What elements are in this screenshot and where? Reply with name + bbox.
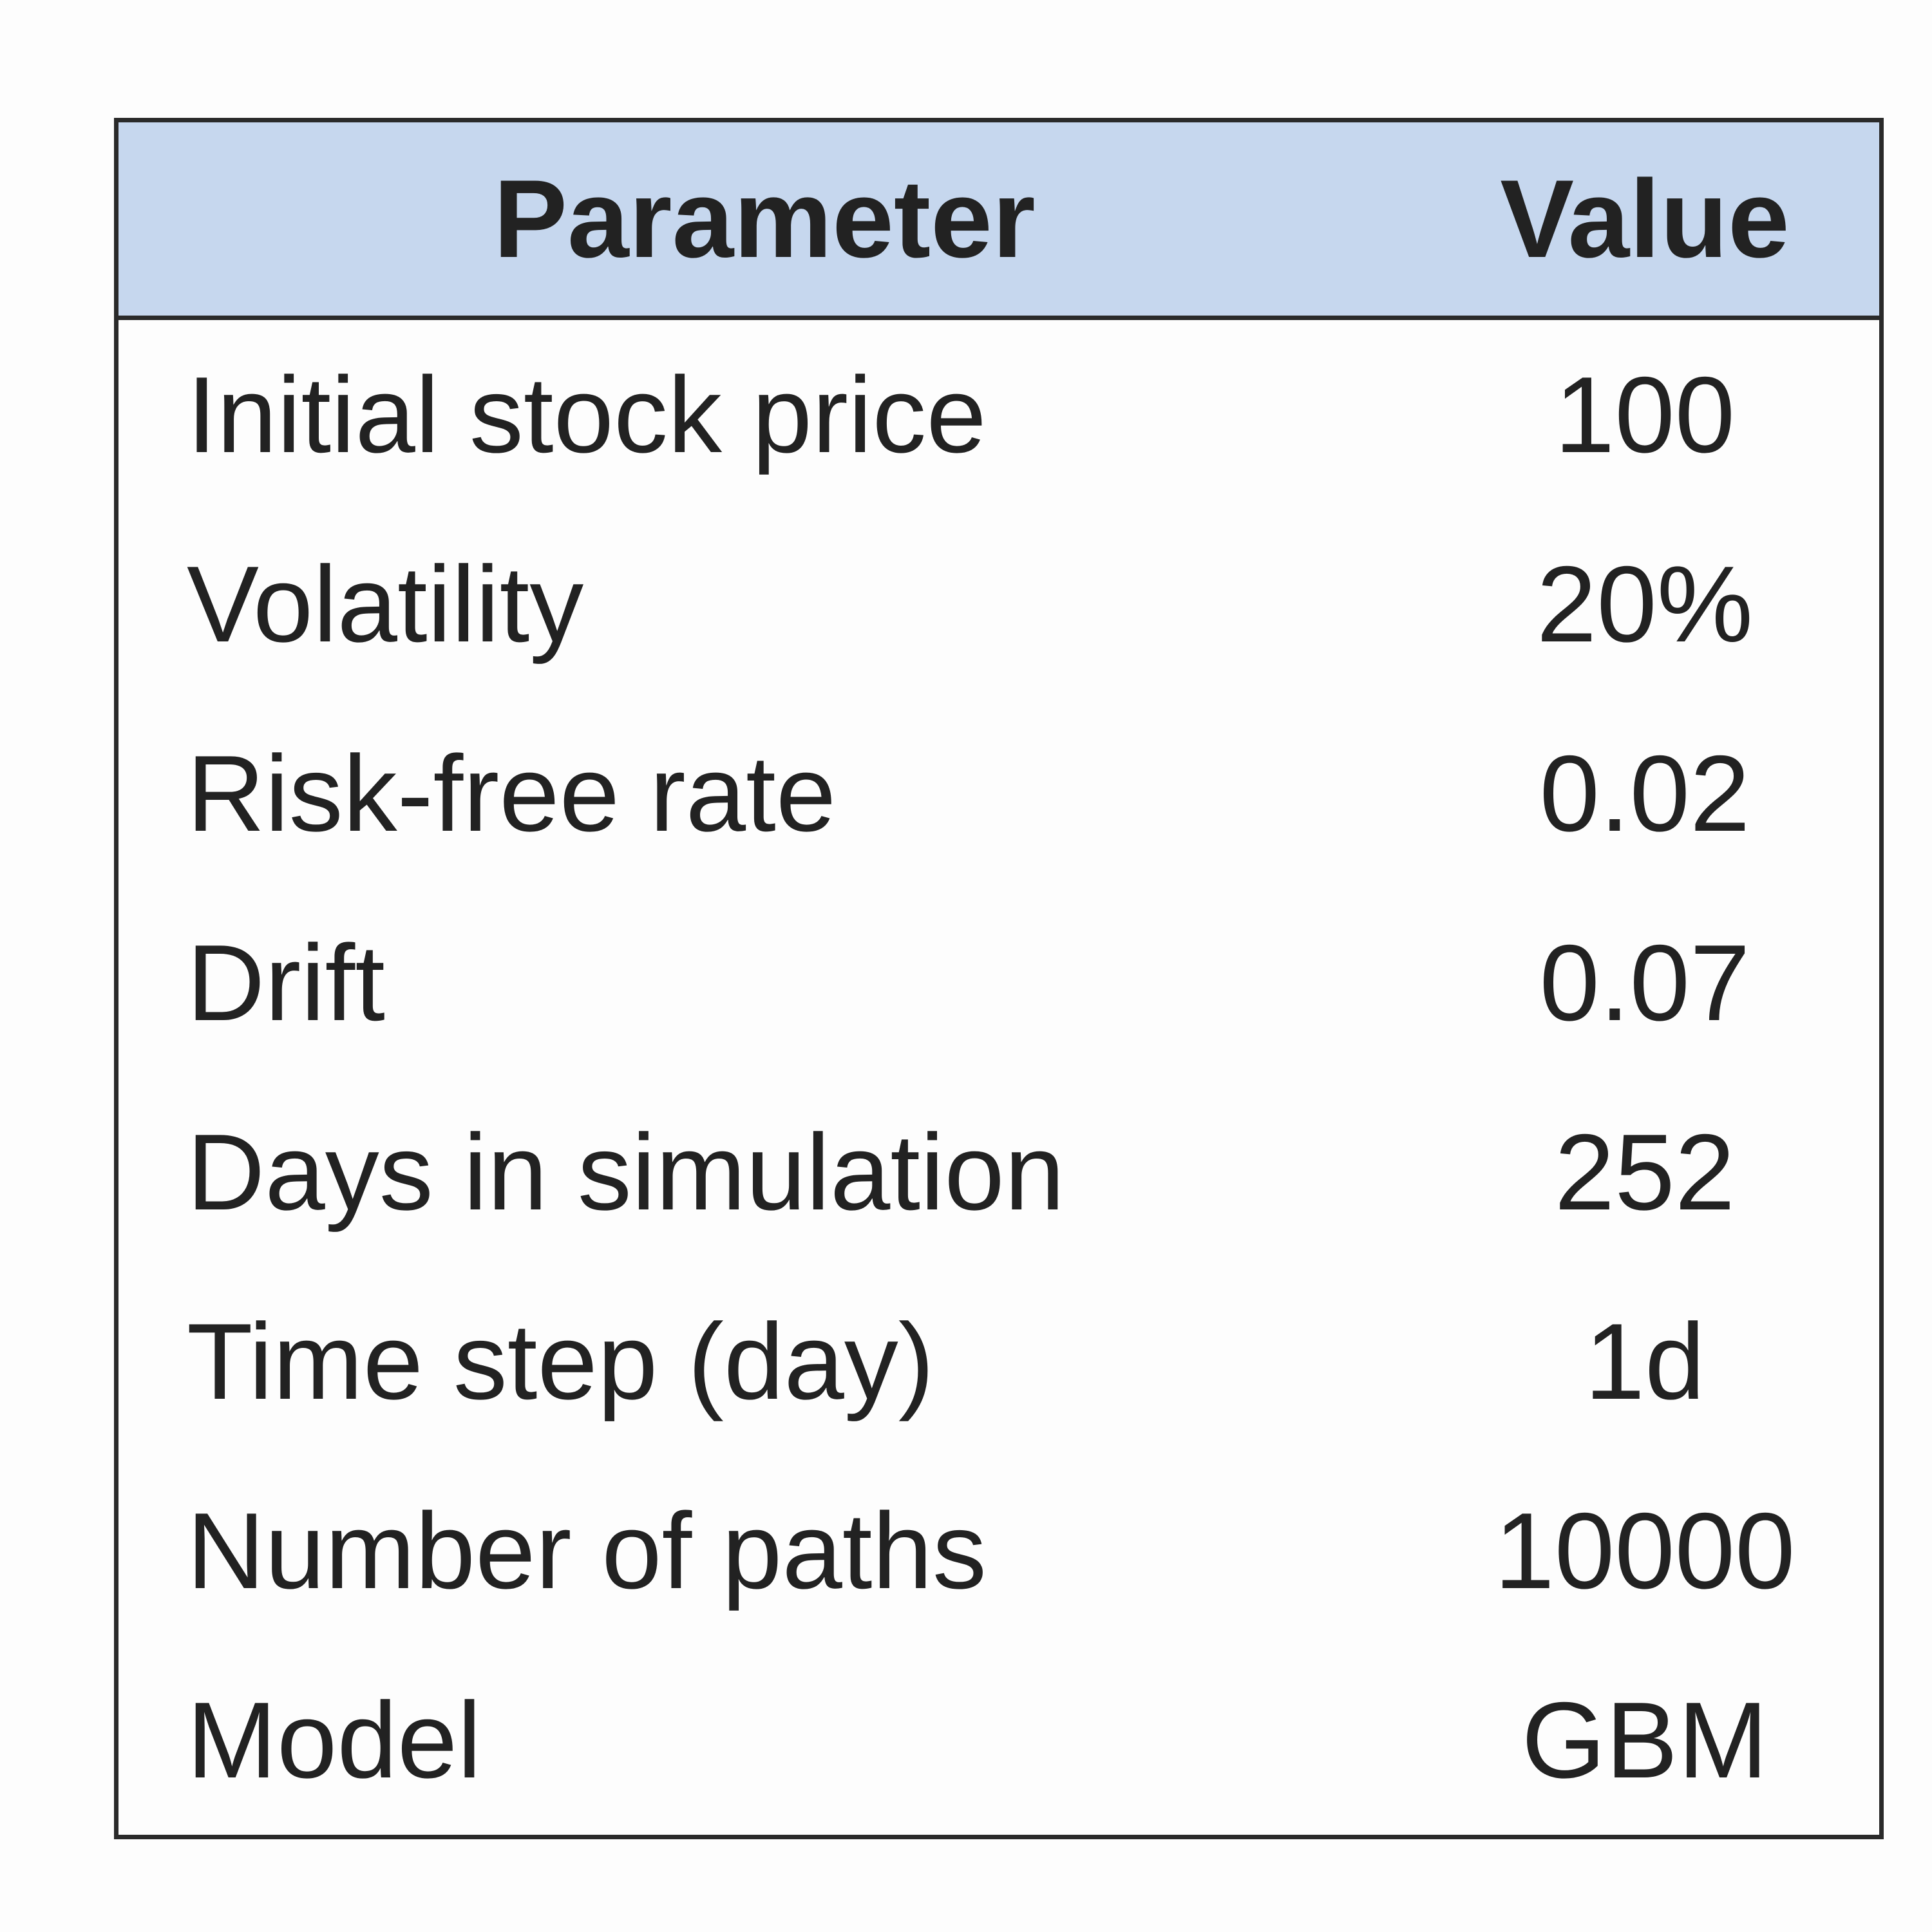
table-row: Risk-free rate 0.02 [117, 699, 1882, 888]
parameter-cell: Volatility [187, 543, 584, 665]
parameter-cell: Number of paths [187, 1490, 987, 1611]
header-row: Parameter Value [116, 120, 1882, 320]
table-header: Parameter Value [116, 120, 1882, 320]
table-row: Drift 0.07 [117, 888, 1882, 1077]
parameter-cell: Risk-free rate [187, 732, 837, 854]
parameter-cell: Time step (day) [187, 1300, 934, 1422]
table-row: Model GBM [117, 1645, 1882, 1837]
header-cell: Value [1410, 120, 1882, 320]
table-row: Days in simulation 252 [117, 1077, 1882, 1267]
parameter-cell: Model [187, 1679, 482, 1801]
value-cell: 1d [1584, 1300, 1705, 1422]
value-cell: GBM [1521, 1679, 1768, 1801]
table-row: Time step (day) 1d [117, 1267, 1882, 1456]
value-cell: 0.07 [1539, 922, 1750, 1043]
value-cell: 10000 [1494, 1490, 1795, 1611]
value-cell: 20% [1536, 543, 1754, 665]
header-cell: Parameter [116, 120, 1410, 320]
parameter-table: Parameter Value Initial stock price 100 Vo… [114, 118, 1884, 1839]
value-cell: 0.02 [1539, 732, 1750, 854]
value-cell: 252 [1554, 1111, 1736, 1233]
value-cell: 100 [1554, 354, 1736, 475]
parameter-cell: Initial stock price [187, 354, 987, 475]
parameter-cell: Drift [187, 922, 385, 1043]
table-row: Initial stock price 100 [117, 318, 1882, 510]
table-body: Initial stock price 100 Volatility 20% Risk-… [117, 318, 1882, 1837]
parameter-cell: Days in simulation [187, 1111, 1065, 1233]
table-row: Volatility 20% [117, 509, 1882, 699]
table-row: Number of paths 10000 [117, 1456, 1882, 1645]
